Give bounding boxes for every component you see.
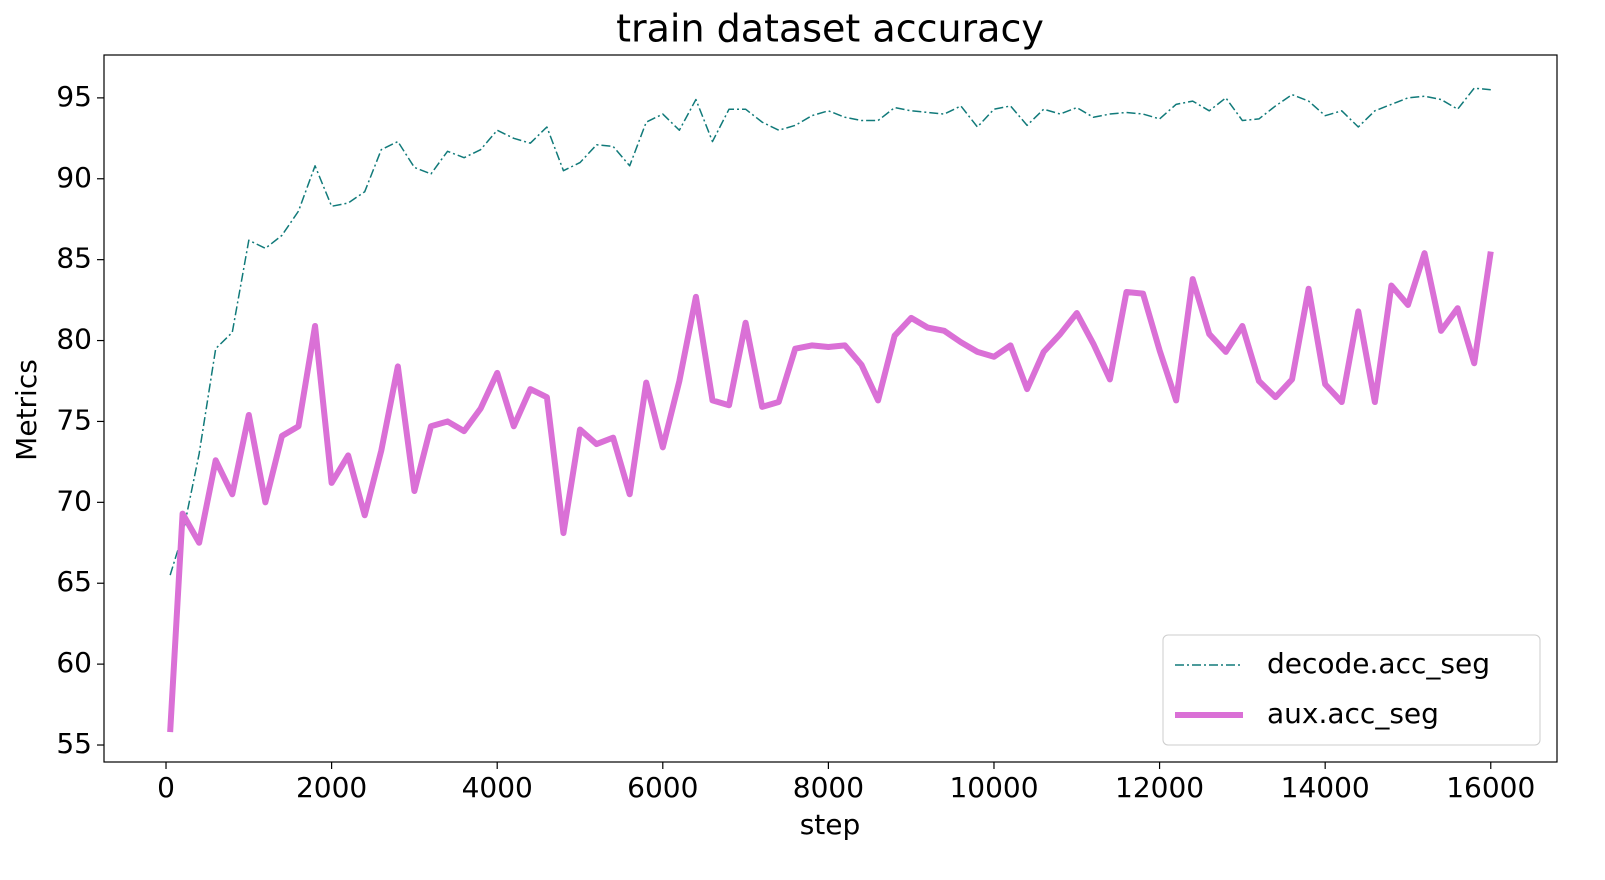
y-tick-label: 90 [56, 161, 92, 194]
y-tick-label: 55 [56, 727, 92, 760]
x-tick-label: 12000 [1115, 771, 1204, 804]
y-tick-label: 60 [56, 646, 92, 679]
x-tick-label: 6000 [627, 771, 698, 804]
legend-box [1162, 634, 1541, 746]
y-tick-label: 95 [56, 80, 92, 113]
x-tick-label: 4000 [462, 771, 533, 804]
y-tick-label: 70 [56, 484, 92, 517]
chart-title: train dataset accuracy [616, 7, 1044, 51]
x-tick-label: 0 [157, 771, 175, 804]
legend-label: aux.acc_seg [1267, 697, 1439, 730]
x-tick-label: 16000 [1446, 771, 1535, 804]
series-line [167, 250, 1494, 733]
x-tick-label: 2000 [296, 771, 367, 804]
x-tick-label: 10000 [949, 771, 1038, 804]
x-tick-label: 8000 [793, 771, 864, 804]
x-tick-label: 14000 [1281, 771, 1370, 804]
legend-label: decode.acc_seg [1267, 647, 1490, 680]
series-line [169, 87, 1491, 576]
y-tick-label: 65 [56, 565, 92, 598]
x-axis-label: step [800, 808, 861, 841]
y-tick-label: 80 [56, 323, 92, 356]
y-axis-label: Metrics [10, 359, 43, 461]
y-tick-label: 75 [56, 403, 92, 436]
y-tick-label: 85 [56, 242, 92, 275]
plot-frame [103, 54, 1558, 763]
